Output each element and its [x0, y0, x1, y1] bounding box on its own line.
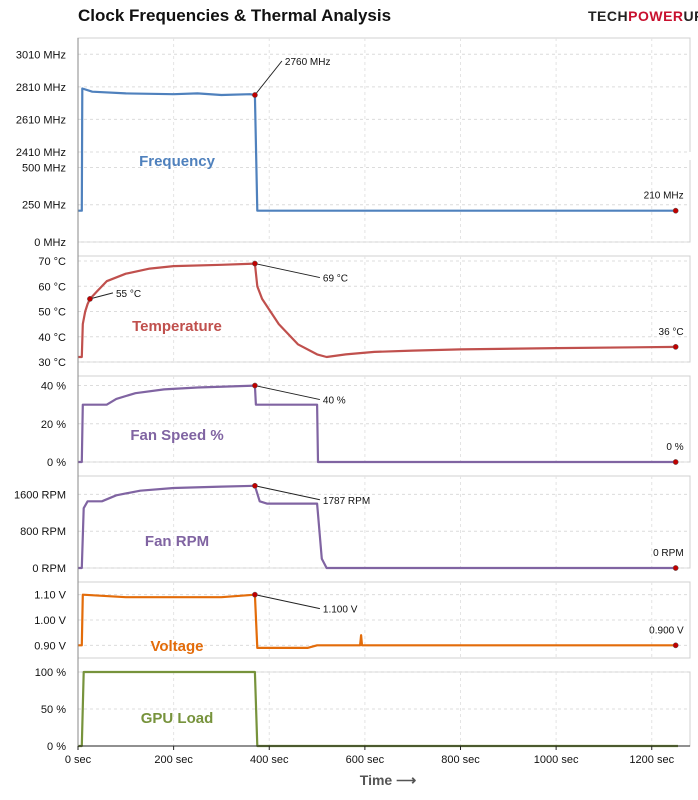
x-tick-label: 400 sec	[250, 754, 289, 766]
y-tick-label: 1.10 V	[34, 590, 66, 602]
annotation-leader	[254, 594, 321, 610]
panel-temperature	[77, 255, 691, 363]
annotation-marker	[672, 344, 679, 350]
logo-power: POWER	[628, 8, 684, 24]
chart-title: Clock Frequencies & Thermal Analysis	[78, 6, 392, 25]
y-tick-label: 800 RPM	[20, 526, 66, 538]
series-line-frequency	[78, 87, 678, 212]
y-tick-label: 0.90 V	[34, 640, 66, 652]
y-tick-label: 70 °C	[38, 256, 66, 268]
x-tick-label: 200 sec	[154, 754, 193, 766]
annotation-leader	[254, 485, 321, 501]
y-tick-label: 500 MHz	[22, 162, 66, 174]
y-tick-label: 50 °C	[38, 307, 66, 319]
annotation-marker	[252, 260, 258, 267]
annotation-marker	[252, 482, 258, 489]
x-tick-label: 0 sec	[65, 754, 92, 766]
y-tick-label: 2810 MHz	[16, 82, 66, 94]
y-tick-label: 0 RPM	[32, 563, 66, 575]
panel-label-gpu-load: GPU Load	[141, 710, 214, 727]
annotation-label: 1787 RPM	[323, 496, 370, 507]
techpowerup-logo: TECHPOWERUP	[588, 8, 698, 24]
panel-label-frequency: Frequency	[139, 153, 216, 170]
x-tick-label: 1200 sec	[629, 754, 674, 766]
y-tick-label: 2410 MHz	[16, 147, 66, 159]
y-tick-label: 2610 MHz	[16, 114, 66, 126]
annotation-leader	[254, 263, 321, 279]
annotation-label: 40 %	[323, 396, 346, 407]
annotation-leader	[254, 385, 321, 401]
x-tick-label: 1000 sec	[534, 754, 579, 766]
annotation-marker	[672, 642, 679, 649]
annotation-label: 36 °C	[659, 327, 684, 338]
annotation-label: 0 %	[666, 442, 683, 453]
x-tick-label: 600 sec	[346, 754, 385, 766]
logo-up: UP	[683, 8, 698, 24]
y-tick-label: 0 %	[47, 457, 66, 469]
annotation-label: 0.900 V	[649, 625, 684, 636]
y-tick-label: 3010 MHz	[16, 49, 66, 61]
y-tick-label: 0 MHz	[34, 237, 66, 249]
x-axis-title: Time ⟶	[360, 772, 416, 788]
annotation-marker	[252, 382, 258, 389]
y-tick-label: 0 %	[47, 741, 66, 753]
series-line-voltage	[78, 593, 678, 650]
logo-tech: TECH	[588, 8, 629, 24]
annotation-label: 55 °C	[116, 289, 141, 300]
panel-fan-speed	[77, 375, 691, 463]
panel-fan-rpm	[77, 475, 691, 569]
annotation-marker	[252, 92, 258, 98]
panel-label-voltage: Voltage	[150, 638, 203, 655]
y-tick-label: 100 %	[35, 667, 66, 679]
y-tick-label: 50 %	[41, 704, 66, 716]
y-tick-label: 20 %	[41, 419, 66, 431]
annotation-marker	[672, 459, 679, 465]
y-tick-label: 40 °C	[38, 332, 66, 344]
y-tick-label: 40 %	[41, 381, 66, 393]
panel-label-temperature: Temperature	[132, 318, 222, 335]
annotation-label: 69 °C	[323, 274, 348, 285]
y-tick-label: 1.00 V	[34, 615, 66, 627]
annotation-label: 210 MHz	[644, 191, 684, 202]
y-tick-label: 30 °C	[38, 357, 66, 369]
annotation-label: 2760 MHz	[285, 57, 331, 68]
panel-label-fan-rpm: Fan RPM	[145, 533, 209, 550]
annotation-label: 1.100 V	[323, 605, 358, 616]
x-tick-label: 800 sec	[441, 754, 480, 766]
annotation-label: 0 RPM	[653, 548, 684, 559]
y-tick-label: 250 MHz	[22, 200, 66, 212]
y-tick-label: 1600 RPM	[14, 489, 66, 501]
panel-frequency	[77, 37, 691, 243]
annotation-leader	[254, 60, 283, 96]
annotation-leader	[89, 292, 114, 300]
series-line-fan-rpm	[78, 484, 678, 570]
panel-label-fan-speed: Fan Speed %	[130, 427, 223, 444]
annotation-marker	[672, 565, 679, 571]
annotation-marker	[672, 207, 679, 214]
y-tick-label: 60 °C	[38, 281, 66, 293]
annotation-marker	[87, 296, 93, 302]
series-line-fan-speed	[78, 384, 678, 464]
annotation-marker	[252, 591, 258, 598]
axis-break	[76, 152, 692, 160]
